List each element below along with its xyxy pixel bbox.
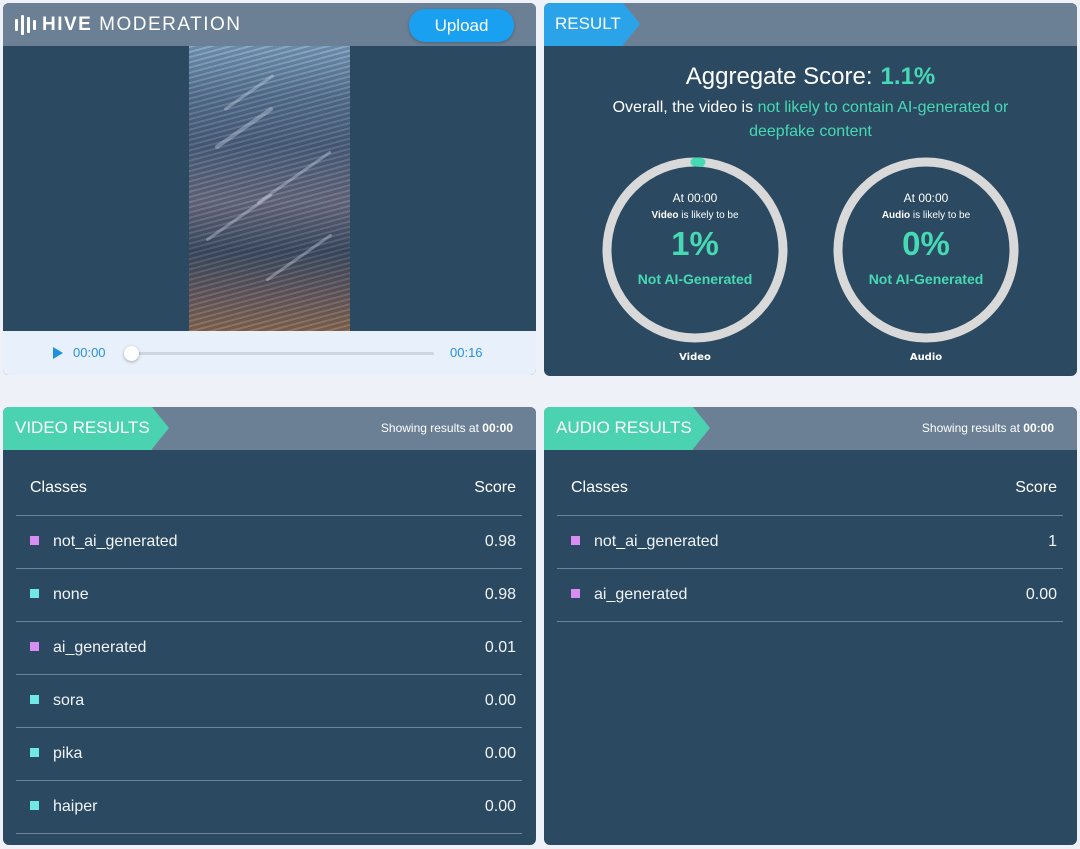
class-name: ai_generated [594, 585, 688, 603]
current-time: 00:00 [73, 345, 106, 360]
class-color-swatch [30, 694, 39, 704]
class-color-swatch [30, 535, 39, 545]
video-gauge-time: At 00:00 [672, 191, 718, 205]
class-cell: haiper [16, 780, 407, 834]
video-results-header: VIDEO RESULTS Showing results at 00:00 [3, 407, 536, 450]
audio-gauge-time: At 00:00 [903, 191, 949, 205]
result-tag: RESULT [544, 3, 640, 46]
player-controls: 00:00 00:16 [3, 331, 536, 375]
audio-gauge: At 00:00 Audio is likely to be 0% Not AI… [831, 155, 1021, 363]
class-color-swatch [30, 800, 39, 810]
aggregate-score: Aggregate Score: 1.1% [544, 63, 1077, 91]
col-score: Score [947, 469, 1063, 516]
class-color-swatch [30, 588, 39, 598]
hive-logo: HIVE MODERATION [15, 14, 242, 36]
class-cell: not_ai_generated [557, 515, 948, 569]
col-classes: Classes [16, 469, 407, 516]
audio-gauge-verdict: Not AI-Generated [868, 271, 984, 287]
class-name: pika [53, 744, 83, 762]
overall-prefix: Overall, the video is [612, 99, 754, 116]
class-name: not_ai_generated [594, 532, 719, 550]
aggregate-label: Aggregate Score: [685, 63, 873, 90]
table-row: sora 0.00 [16, 674, 522, 728]
video-results-table: Classes Score not_ai_generated 0.98 none 0.… [16, 469, 522, 834]
score-cell: 0.00 [947, 568, 1063, 622]
class-cell: pika [16, 727, 407, 781]
class-cell: ai_generated [16, 621, 407, 675]
video-stage[interactable] [3, 46, 536, 331]
overall-highlight: not likely to contain AI-generated or de… [749, 99, 1009, 140]
audio-gauge-likely: Audio is likely to be [881, 210, 971, 221]
class-cell: none [16, 568, 407, 622]
video-gauge: At 00:00 Video is likely to be 1% Not AI… [600, 155, 790, 363]
score-cell: 0.00 [406, 674, 522, 728]
aggregate-value: 1.1% [880, 63, 936, 90]
class-color-swatch [30, 641, 39, 651]
result-header: RESULT [544, 3, 1077, 46]
class-name: not_ai_generated [53, 532, 178, 550]
upload-button[interactable]: Upload [409, 9, 514, 42]
table-row: haiper 0.00 [16, 780, 522, 834]
hive-logo-icon [15, 15, 36, 35]
class-color-swatch [571, 588, 580, 598]
audio-results-header: AUDIO RESULTS Showing results at 00:00 [544, 407, 1077, 450]
table-row: not_ai_generated 1 [557, 515, 1063, 569]
audio-gauge-caption: Audio [909, 352, 943, 363]
video-gauge-ring [602, 157, 788, 343]
class-name: none [53, 585, 89, 603]
audio-results-panel: AUDIO RESULTS Showing results at 00:00 C… [544, 407, 1077, 845]
class-cell: not_ai_generated [16, 515, 407, 569]
video-results-tag: VIDEO RESULTS [3, 407, 169, 450]
score-cell: 0.01 [406, 621, 522, 675]
table-row: none 0.98 [16, 568, 522, 622]
class-cell: sora [16, 674, 407, 728]
video-thumbnail[interactable] [189, 46, 350, 331]
audio-results-tag: AUDIO RESULTS [544, 407, 710, 450]
video-gauge-caption: Video [679, 352, 711, 363]
video-player-panel: HIVE MODERATION Upload 00:00 00:16 [3, 3, 536, 375]
video-results-panel: VIDEO RESULTS Showing results at 00:00 C… [3, 407, 536, 845]
result-panel: RESULT Aggregate Score: 1.1% Overall, the… [544, 3, 1077, 376]
class-name: ai_generated [53, 638, 147, 656]
score-cell: 0.00 [406, 727, 522, 781]
class-cell: ai_generated [557, 568, 948, 622]
seek-track[interactable] [131, 352, 434, 355]
audio-results-table: Classes Score not_ai_generated 1 ai_genera… [557, 469, 1063, 622]
table-row: ai_generated 0.00 [557, 568, 1063, 622]
table-row: pika 0.00 [16, 727, 522, 781]
audio-gauge-percent: 0% [902, 225, 950, 262]
score-cell: 1 [947, 515, 1063, 569]
player-header: HIVE MODERATION Upload [3, 3, 536, 46]
score-cell: 0.98 [406, 568, 522, 622]
table-row: ai_generated 0.01 [16, 621, 522, 675]
seek-knob[interactable] [124, 346, 139, 361]
class-name: haiper [53, 797, 98, 815]
score-cell: 0.00 [406, 780, 522, 834]
table-row: not_ai_generated 0.98 [16, 515, 522, 569]
class-name: sora [53, 691, 85, 709]
class-color-swatch [571, 535, 580, 545]
video-gauge-likely: Video is likely to be [651, 210, 739, 221]
video-showing-at: Showing results at 00:00 [380, 421, 513, 435]
audio-showing-at: Showing results at 00:00 [921, 421, 1054, 435]
video-gauge-verdict: Not AI-Generated [637, 271, 753, 287]
score-cell: 0.98 [406, 515, 522, 569]
logo-text: HIVE MODERATION [42, 14, 242, 35]
col-classes: Classes [557, 469, 948, 516]
col-score: Score [406, 469, 522, 516]
audio-gauge-ring [833, 157, 1019, 343]
play-icon[interactable] [53, 347, 63, 359]
video-gauge-percent: 1% [671, 225, 719, 262]
class-color-swatch [30, 747, 39, 757]
overall-summary: Overall, the video is not likely to cont… [544, 96, 1077, 144]
duration: 00:16 [450, 345, 483, 360]
